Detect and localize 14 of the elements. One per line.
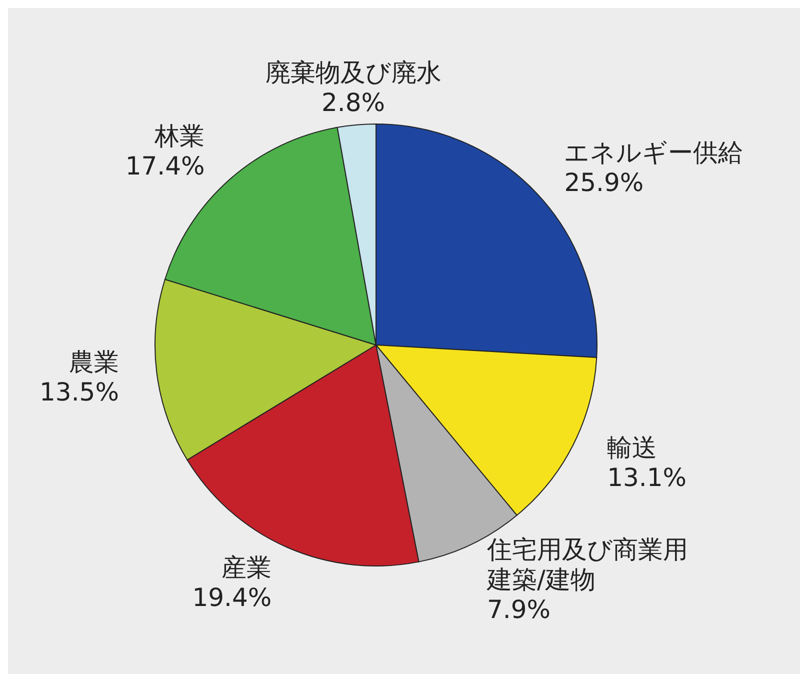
slice-label: 輸送 (607, 432, 658, 462)
slice-label: 農業 (68, 348, 119, 377)
slice-label: エネルギー供給 (564, 138, 744, 168)
data-label: 2.8% (321, 88, 386, 117)
data-label: 25.9% (564, 168, 644, 198)
data-label: 19.4% (192, 583, 272, 612)
slice-label: 林業 (154, 122, 205, 151)
slice-label: 住宅用及び商業用建築/建物 (486, 535, 688, 594)
data-label: 13.1% (607, 462, 687, 492)
data-label: 7.9% (487, 595, 551, 624)
slice-label: 廃棄物及び廃水 (265, 58, 442, 87)
data-label: 13.5% (40, 378, 119, 407)
data-label: 17.4% (125, 152, 205, 181)
slice-label: 産業 (222, 553, 272, 582)
